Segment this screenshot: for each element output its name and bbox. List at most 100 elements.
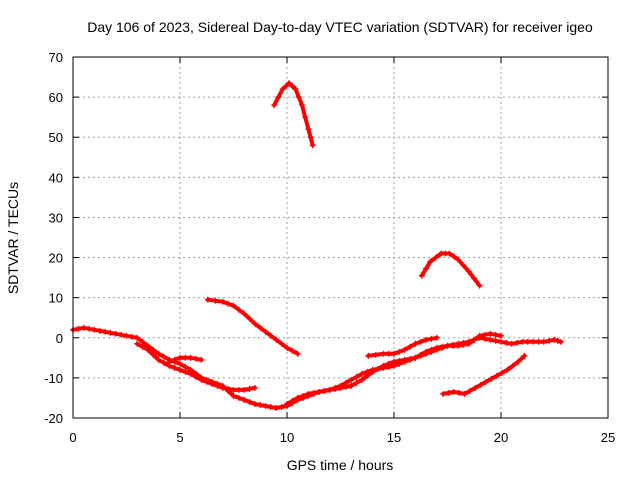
data-point xyxy=(358,368,371,377)
data-point xyxy=(166,356,178,365)
data-point xyxy=(198,356,205,363)
y-tick-label: 40 xyxy=(49,170,63,185)
data-point xyxy=(80,324,93,332)
data-point xyxy=(298,102,309,121)
data-point xyxy=(262,402,274,410)
data-point xyxy=(483,375,495,385)
data-point xyxy=(380,350,392,357)
data-point xyxy=(444,342,456,349)
data-point xyxy=(423,346,435,355)
y-tick-label: 60 xyxy=(49,90,63,105)
y-tick-label: 50 xyxy=(49,130,63,145)
data-point xyxy=(155,356,167,366)
series-line xyxy=(272,81,315,148)
data-point xyxy=(521,352,528,359)
series-track-5 xyxy=(365,334,440,359)
data-point xyxy=(219,298,232,307)
series-line xyxy=(441,353,527,396)
x-tick-label: 0 xyxy=(69,430,76,445)
series-track-9 xyxy=(440,352,528,397)
data-point xyxy=(551,336,561,344)
data-point xyxy=(476,282,483,289)
data-point xyxy=(241,396,253,405)
data-point xyxy=(251,400,264,408)
data-point xyxy=(204,296,219,304)
y-tick-label: 0 xyxy=(56,331,63,346)
data-point xyxy=(391,360,403,369)
x-axis-label: GPS time / hours xyxy=(287,457,394,473)
data-point xyxy=(401,356,414,365)
data-point xyxy=(326,384,339,393)
data-point xyxy=(187,354,200,362)
data-point xyxy=(198,376,210,385)
data-point xyxy=(284,397,296,407)
data-point xyxy=(230,386,242,393)
data-point xyxy=(241,385,253,393)
data-point xyxy=(412,351,424,361)
data-point xyxy=(433,343,446,351)
data-point xyxy=(493,369,506,379)
data-point xyxy=(519,338,531,345)
data-point xyxy=(251,384,258,391)
y-tick-label: 30 xyxy=(49,210,63,225)
plot-frame xyxy=(72,56,609,419)
data-point xyxy=(241,310,253,322)
data-point xyxy=(271,94,282,109)
data-point xyxy=(504,362,516,373)
x-tick-label: 25 xyxy=(601,430,615,445)
y-axis-label: SDTVAR / TECUs xyxy=(5,182,21,294)
data-point xyxy=(273,336,285,347)
data-point xyxy=(187,370,200,380)
data-point xyxy=(112,330,125,338)
x-tick-label: 10 xyxy=(280,430,294,445)
data-point xyxy=(465,336,478,347)
data-point xyxy=(348,379,360,389)
series-track-8 xyxy=(418,250,483,289)
data-point xyxy=(438,250,449,257)
data-point xyxy=(279,83,289,93)
data-points xyxy=(70,80,564,411)
data-point xyxy=(102,328,114,336)
data-point xyxy=(433,334,440,341)
y-tick-label: -10 xyxy=(44,371,63,386)
data-point xyxy=(209,380,221,389)
data-point xyxy=(134,334,146,345)
data-point xyxy=(455,256,467,269)
data-point xyxy=(369,365,381,373)
data-point xyxy=(472,381,484,391)
data-point xyxy=(262,328,274,339)
data-point xyxy=(423,335,435,343)
data-point xyxy=(177,354,189,361)
data-point xyxy=(508,339,521,347)
series-track-4 xyxy=(284,330,504,407)
data-point xyxy=(530,338,542,345)
data-point xyxy=(487,330,499,338)
data-point xyxy=(498,338,510,346)
data-point xyxy=(219,384,232,392)
data-point xyxy=(440,389,452,397)
data-point xyxy=(427,254,439,265)
series-track-7 xyxy=(271,80,316,149)
series-track-6 xyxy=(204,296,301,357)
y-tick-label: 20 xyxy=(49,251,63,266)
data-point xyxy=(286,80,296,90)
data-point xyxy=(487,336,499,344)
data-point xyxy=(515,355,525,365)
data-point xyxy=(294,350,301,357)
data-point xyxy=(230,302,242,313)
data-point xyxy=(461,387,473,397)
data-point xyxy=(401,343,414,353)
y-axis-ticks: -20 -10 0 10 20 30 40 50 60 70 xyxy=(44,50,608,426)
data-point xyxy=(455,341,467,349)
data-point xyxy=(365,351,379,359)
data-point xyxy=(91,326,103,334)
data-point xyxy=(177,360,189,370)
grid xyxy=(73,57,608,418)
data-point xyxy=(557,338,564,345)
data-point xyxy=(540,337,553,345)
data-point xyxy=(450,388,463,396)
y-tick-label: 10 xyxy=(49,291,63,306)
data-point xyxy=(273,403,285,411)
data-point xyxy=(498,332,504,339)
data-point xyxy=(305,126,314,141)
